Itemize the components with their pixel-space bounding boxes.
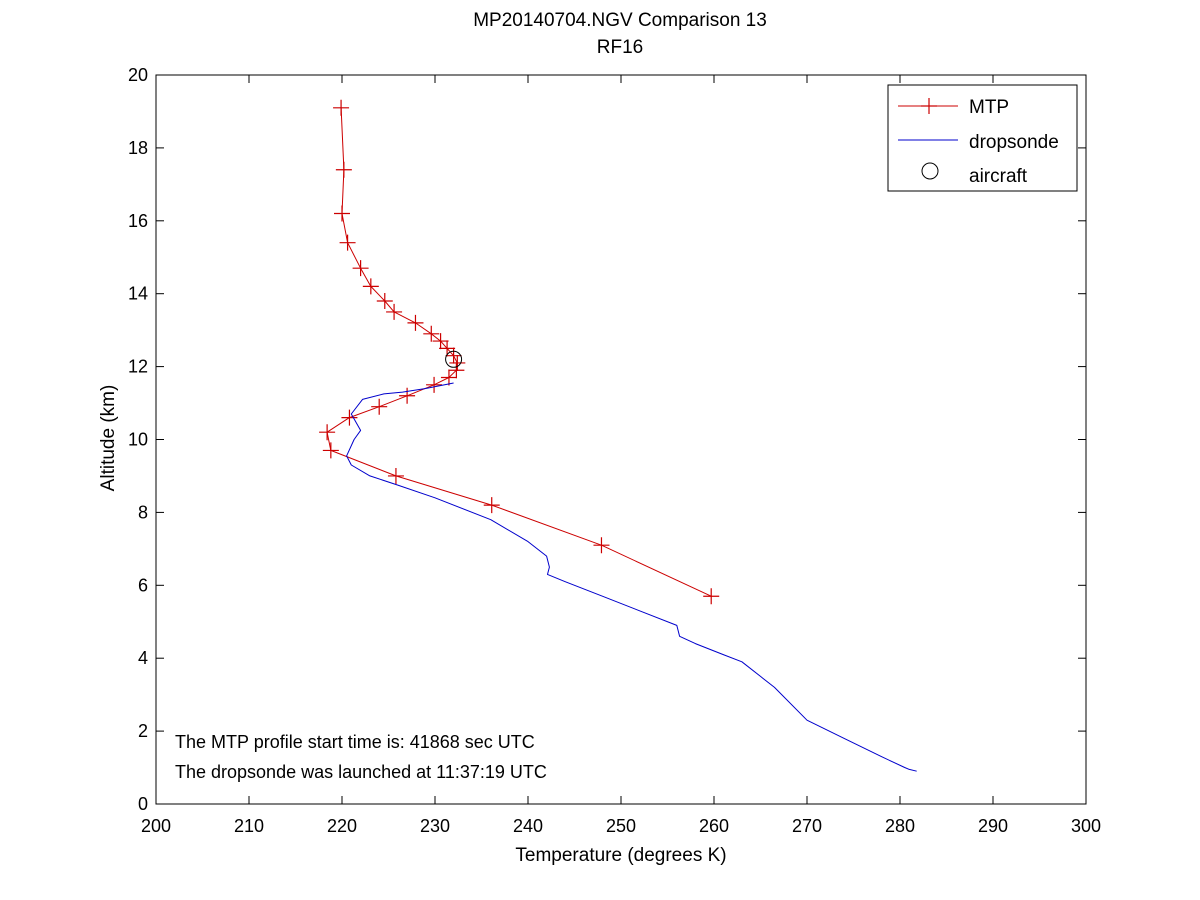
series-layer — [319, 99, 917, 772]
data-point-mtp — [341, 409, 358, 426]
x-tick-label: 210 — [234, 816, 264, 836]
y-tick-label: 6 — [138, 575, 148, 595]
data-point-mtp — [352, 260, 369, 277]
chart-subtitle: RF16 — [597, 37, 643, 58]
y-tick-label: 14 — [128, 284, 148, 304]
annotation-launch-time: The dropsonde was launched at 11:37:19 U… — [175, 762, 547, 782]
data-point-mtp — [335, 161, 352, 178]
data-point-mtp — [362, 278, 379, 295]
annotation-start-time: The MTP profile start time is: 41868 sec… — [175, 732, 535, 752]
y-axis-label: Altitude (km) — [98, 385, 119, 492]
data-point-mtp — [376, 292, 393, 309]
y-tick-label: 2 — [138, 721, 148, 741]
legend: MTP dropsonde aircraft — [887, 84, 1078, 192]
data-point-mtp — [399, 387, 416, 404]
x-axis-label: Temperature (degrees K) — [515, 845, 726, 866]
y-tick-label: 0 — [138, 794, 148, 814]
y-tick-label: 18 — [128, 138, 148, 158]
x-tick-label: 290 — [978, 816, 1008, 836]
axis-ticks — [155, 74, 1087, 805]
x-tick-label: 200 — [141, 816, 171, 836]
data-point-mtp — [386, 303, 403, 320]
data-point-mtp — [371, 398, 388, 415]
x-tick-label: 230 — [420, 816, 450, 836]
legend-aircraft-marker — [921, 162, 939, 180]
series-dropsonde — [346, 382, 917, 772]
y-tick-label: 8 — [138, 502, 148, 522]
x-tick-label: 250 — [606, 816, 636, 836]
data-point-mtp — [703, 588, 720, 605]
legend-aircraft-label: aircraft — [969, 166, 1028, 187]
series-line-dropsonde — [346, 382, 917, 772]
legend-box — [887, 84, 1078, 192]
data-point-mtp — [439, 340, 456, 357]
data-point-mtp — [449, 354, 466, 371]
data-point-mtp — [387, 467, 404, 484]
data-point-mtp — [593, 537, 610, 554]
data-point-mtp — [339, 234, 356, 251]
x-tick-label: 280 — [885, 816, 915, 836]
annotations: The MTP profile start time is: 41868 sec… — [175, 732, 547, 782]
series-line-mtp — [326, 107, 712, 597]
data-point-mtp — [407, 314, 424, 331]
x-tick-label: 270 — [792, 816, 822, 836]
x-tick-label: 240 — [513, 816, 543, 836]
x-tick-label: 260 — [699, 816, 729, 836]
data-point-mtp — [483, 497, 500, 514]
legend-dropsonde-label: dropsonde — [969, 132, 1059, 153]
x-tick-label: 220 — [327, 816, 357, 836]
data-point-mtp — [322, 442, 339, 459]
data-point-mtp — [423, 325, 440, 342]
y-tick-label: 12 — [128, 357, 148, 377]
chart-title: MP20140704.NGV Comparison 13 — [473, 10, 767, 31]
x-tick-label: 300 — [1071, 816, 1101, 836]
legend-mtp-label: MTP — [969, 97, 1009, 118]
y-tick-label: 10 — [128, 430, 148, 450]
y-tick-label: 16 — [128, 211, 148, 231]
legend-mtp-marker — [921, 98, 937, 114]
series-aircraft — [445, 350, 463, 368]
data-point-mtp — [334, 205, 350, 222]
series-mtp — [319, 99, 720, 605]
y-tick-labels: 0 2 4 6 8 10 12 14 16 18 20 — [128, 65, 148, 814]
data-point-aircraft — [445, 350, 463, 368]
data-point-mtp — [440, 369, 457, 386]
data-point-mtp — [445, 347, 462, 364]
data-point-mtp — [426, 376, 443, 393]
y-tick-label: 4 — [138, 648, 148, 668]
data-point-mtp — [432, 333, 449, 350]
data-point-mtp — [333, 99, 350, 116]
data-point-mtp — [319, 424, 336, 441]
data-point-mtp — [448, 362, 465, 379]
plot-area — [155, 74, 1087, 805]
x-tick-labels: 200 210 220 230 240 250 260 270 280 290 300 — [141, 816, 1101, 836]
y-tick-label: 20 — [128, 65, 148, 85]
